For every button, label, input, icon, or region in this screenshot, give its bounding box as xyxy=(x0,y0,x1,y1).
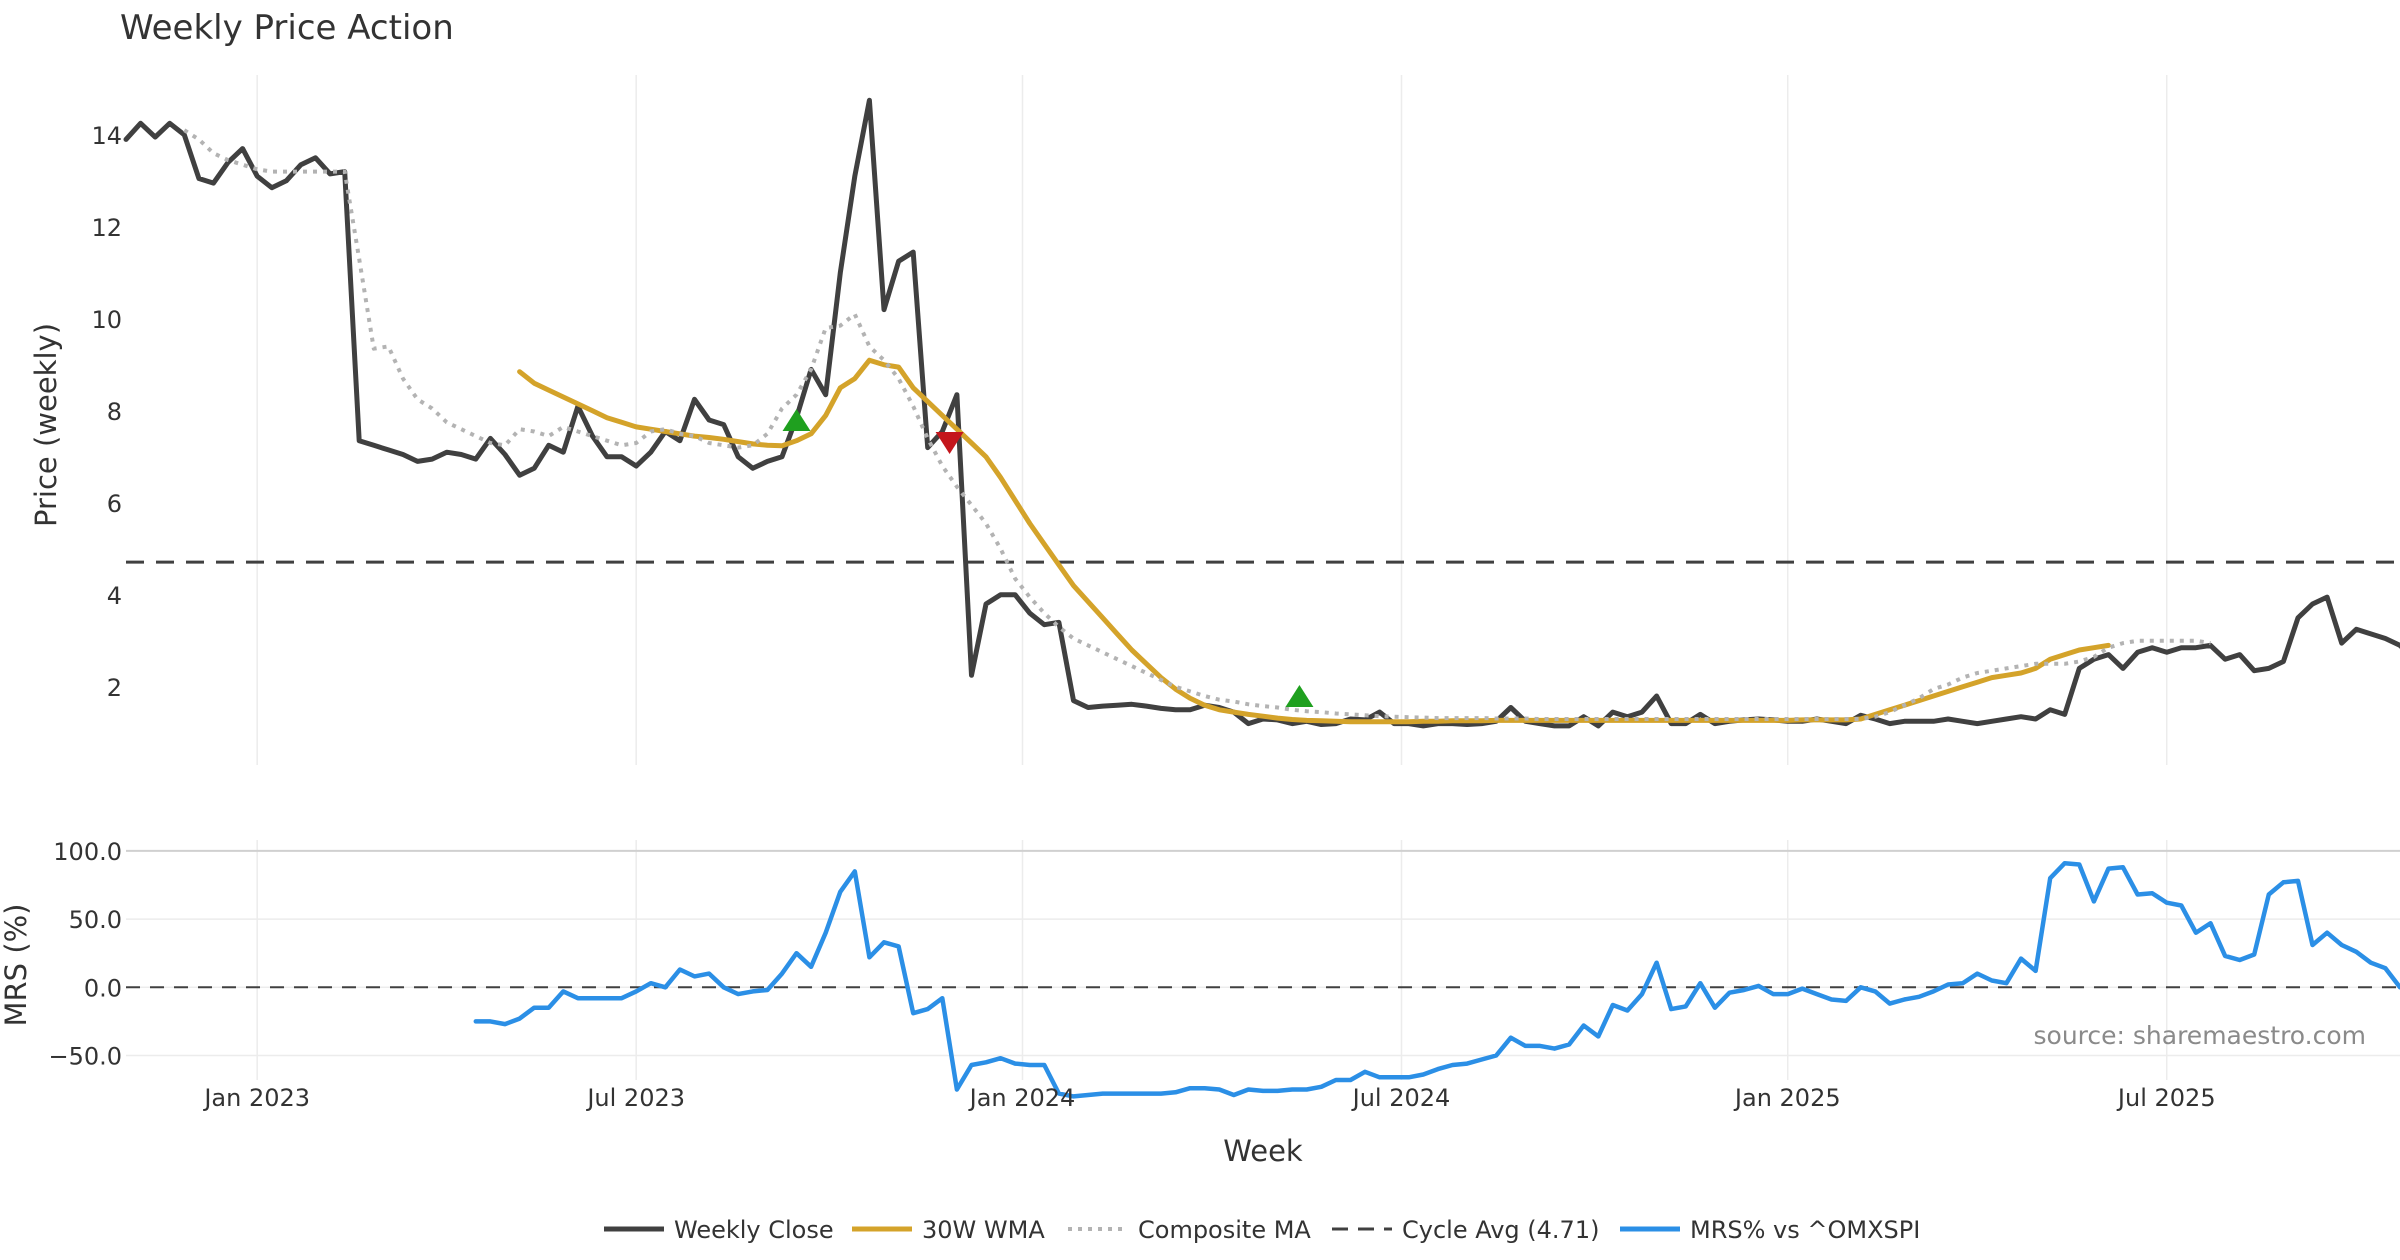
mrs-y-tick-label: 50.0 xyxy=(69,906,122,934)
x-tick-label: Jan 2024 xyxy=(968,1084,1076,1112)
series-composite-ma xyxy=(183,128,2211,721)
legend-label-weekly-close: Weekly Close xyxy=(674,1216,834,1244)
price-y-axis-label: Price (weekly) xyxy=(29,323,63,527)
buy-signal-marker xyxy=(1285,685,1314,707)
chart-legend: Weekly Close 30W WMA Composite MA Cycle … xyxy=(604,1216,1920,1244)
x-tick-label: Jan 2023 xyxy=(202,1084,310,1112)
legend-item-composite-ma: Composite MA xyxy=(1068,1216,1311,1244)
x-tick-label: Jan 2025 xyxy=(1733,1084,1841,1112)
mrs-y-tick-label: 0.0 xyxy=(84,974,122,1002)
price-y-tick-label: 4 xyxy=(107,582,122,610)
legend-item-mrs: MRS% vs ^OMXSPI xyxy=(1620,1216,1920,1244)
x-tick-label: Jul 2025 xyxy=(2116,1084,2216,1112)
price-y-tick-label: 10 xyxy=(91,306,122,334)
mrs-y-tick-label: 100.0 xyxy=(53,838,122,866)
legend-label-composite-ma: Composite MA xyxy=(1138,1216,1311,1244)
legend-item-weekly-close: Weekly Close xyxy=(604,1216,834,1244)
legend-item-cycle-avg: Cycle Avg (4.71) xyxy=(1332,1216,1599,1244)
x-tick-label: Jul 2023 xyxy=(585,1084,685,1112)
legend-label-cycle-avg: Cycle Avg (4.71) xyxy=(1402,1216,1599,1244)
price-y-tick-label: 8 xyxy=(107,398,122,426)
buy-signal-marker xyxy=(782,409,811,431)
tick-labels: Jan 2023 Jul 2023 Jan 2024 Jul 2024 Jan 2025… xyxy=(48,122,2215,1112)
price-y-tick-label: 12 xyxy=(91,214,122,242)
legend-label-mrs: MRS% vs ^OMXSPI xyxy=(1690,1216,1920,1244)
series-30w-wma xyxy=(517,357,2111,725)
series-mrs-vs-omxspi xyxy=(473,860,2400,1099)
price-y-tick-label: 14 xyxy=(91,122,122,150)
x-tick-label: Jul 2024 xyxy=(1351,1084,1451,1112)
legend-label-30w-wma: 30W WMA xyxy=(922,1216,1045,1244)
chart-title: Weekly Price Action xyxy=(120,8,454,48)
legend-item-30w-wma: 30W WMA xyxy=(852,1216,1045,1244)
mrs-y-axis-label: MRS (%) xyxy=(0,904,33,1027)
sell-signal-marker xyxy=(935,432,964,454)
x-axis-label: Week xyxy=(1223,1134,1303,1168)
mrs-y-tick-label: −50.0 xyxy=(48,1042,122,1070)
source-credit: source: sharemaestro.com xyxy=(2034,1021,2367,1050)
reference-lines xyxy=(126,560,2400,989)
series-lines xyxy=(123,97,2400,1099)
grid-lines xyxy=(126,75,2400,1080)
price-y-tick-label: 2 xyxy=(107,674,122,702)
signal-markers xyxy=(782,409,1314,707)
price-y-tick-label: 6 xyxy=(107,490,122,518)
